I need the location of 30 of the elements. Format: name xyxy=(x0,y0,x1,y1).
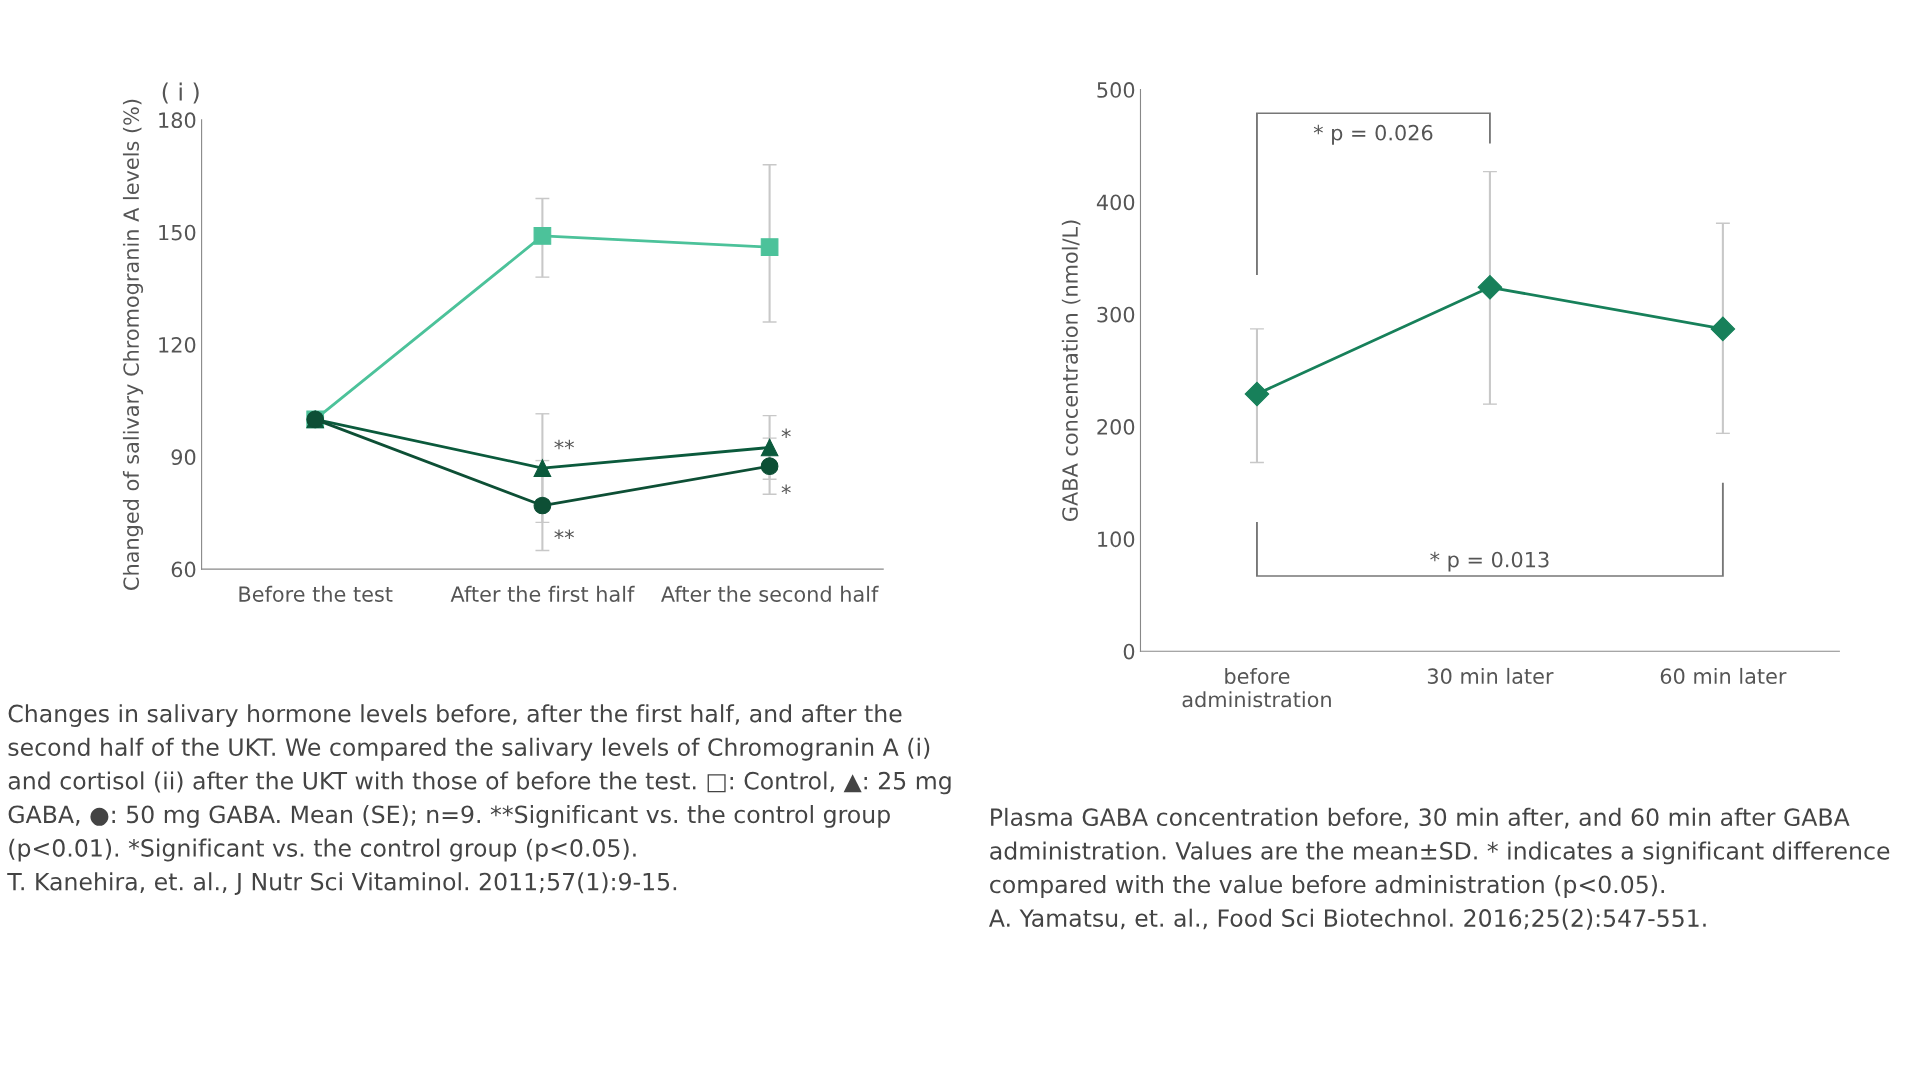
text: T. Kanehira, et. al., J Nutr Sci Vitaminol. 2011;57(1):9-15. xyxy=(7,872,677,895)
y-tick-label: 0 xyxy=(1123,643,1135,660)
x-tick-label: Before the test xyxy=(239,585,393,602)
text: Changes in salivary hormone levels before, after the first half, and after the second half of the UKT. We compared the salivary levels of Chromogranin A (i) and cortisol (ii) after the UKT with those of before the test. □: Control, ▲: 25 mg GABA, ●: 50 mg GABA. Mean (SE); n=9. **Significant vs. the control group (p<0.01). *Significant vs. the control group (p<0.05). xyxy=(8,704,951,862)
annotation: * xyxy=(781,484,791,495)
annotation: * p = 0.026 xyxy=(1313,124,1433,145)
y-tick-label: 300 xyxy=(1097,306,1135,323)
y-axis-title: GABA concentration (nmol/L) xyxy=(1061,220,1081,521)
y-tick-label: 200 xyxy=(1097,419,1135,435)
x-tick-label: 30 min later xyxy=(1427,667,1554,685)
x-tick-label: After the second half xyxy=(661,585,879,602)
y-tick-label: 150 xyxy=(159,224,196,241)
x-tick-label: 60 min later xyxy=(1660,667,1787,685)
y-axis-title: Changed of salivary Chromogranin A levels (%) xyxy=(122,99,144,590)
annotation: ** xyxy=(554,439,574,450)
y-tick-label: 120 xyxy=(159,336,196,353)
y-tick-label: 500 xyxy=(1097,82,1135,98)
text: Plasma GABA concentration before, 30 min after, and 60 min after GABA administration. Values are the mean±SD. * indicates a significant difference compared with the value before administration (p<0.05). xyxy=(990,807,1890,898)
x-tick-label: After the first half xyxy=(450,585,635,602)
annotation: * p = 0.013 xyxy=(1430,551,1549,572)
text: A. Yamatsu, et. al., Food Sci Biotechnol. 2016;25(2):547-551. xyxy=(988,908,1706,930)
annotation: ** xyxy=(554,529,574,539)
chart-title: ( i ) xyxy=(162,82,199,104)
y-tick-label: 60 xyxy=(171,561,196,578)
annotation: * xyxy=(781,428,791,438)
y-tick-label: 90 xyxy=(171,449,196,466)
y-tick-label: 100 xyxy=(1098,531,1135,548)
x-tick-label: before administration xyxy=(1182,667,1331,708)
y-tick-label: 180 xyxy=(159,112,196,129)
y-tick-label: 400 xyxy=(1096,194,1135,211)
